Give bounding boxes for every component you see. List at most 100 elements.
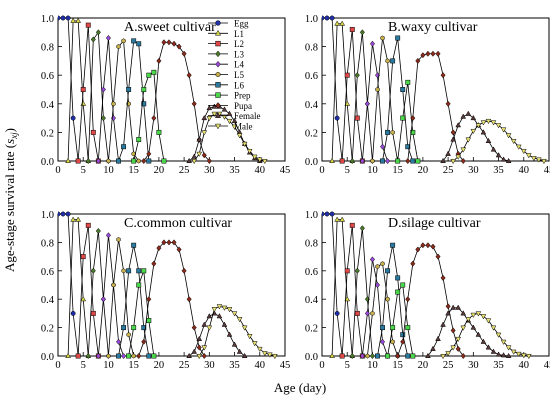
point-egg: [58, 15, 61, 21]
series-line-l2: [77, 25, 99, 162]
y-tick-label: 0.0: [305, 352, 318, 363]
y-tick-label: 0.4: [41, 100, 55, 111]
legend-marker-l1: [214, 29, 222, 36]
point-l4: [385, 157, 391, 165]
y-tick-label: 0.4: [305, 100, 319, 111]
point-egg: [60, 211, 66, 217]
x-tick-label: 45: [544, 360, 550, 371]
series-layer: [58, 15, 268, 165]
point-pupa: [191, 324, 197, 331]
panels: 0 5 10 15 20 25 30 35 40 45 0.0 0.2 0.4 0.6 0.8 1.0 A.sw…: [41, 14, 550, 371]
point-female: [440, 321, 446, 327]
point-male: [236, 133, 243, 139]
legend-label: Female: [234, 111, 261, 121]
point-female: [186, 157, 192, 164]
point-l4: [95, 352, 101, 360]
point-egg: [70, 310, 76, 316]
point-male: [226, 307, 233, 313]
point-female: [231, 117, 238, 123]
legend-marker-l2: [215, 40, 221, 47]
point-male: [261, 158, 268, 165]
point-prep: [395, 158, 401, 164]
point-l5: [116, 44, 121, 50]
point-male: [256, 157, 263, 163]
point-pupa: [440, 274, 446, 281]
point-l6: [146, 353, 152, 359]
point-egg: [70, 115, 76, 121]
x-tick-label: 15: [128, 165, 139, 176]
series-layer: [322, 211, 532, 360]
point-l5: [370, 310, 375, 316]
point-l2: [80, 87, 86, 92]
point-male: [221, 305, 228, 311]
point-prep: [400, 282, 406, 288]
point-l1: [339, 20, 346, 26]
legend-label: Prep: [234, 91, 251, 101]
point-l1: [65, 157, 71, 164]
point-pupa: [425, 242, 431, 249]
point-l6: [126, 268, 132, 274]
legend-entry-l1: L1: [208, 29, 244, 39]
point-l4: [121, 352, 127, 360]
point-female: [475, 331, 482, 337]
point-male: [191, 158, 198, 165]
x-tick-label: 10: [103, 360, 114, 371]
point-pupa: [201, 152, 207, 159]
point-l1: [80, 100, 87, 106]
point-male: [267, 352, 273, 358]
series-line-egg: [322, 17, 343, 162]
series-line-pupa: [397, 244, 464, 357]
point-male: [500, 127, 507, 133]
point-pupa: [410, 260, 416, 267]
x-tick-label: 5: [81, 165, 86, 176]
point-l2: [75, 158, 81, 164]
y-tick-label: 0.6: [41, 71, 54, 82]
legend-label: L3: [234, 49, 244, 59]
point-male: [450, 345, 456, 351]
point-male: [201, 345, 208, 351]
point-male: [470, 312, 477, 318]
point-female: [226, 331, 233, 337]
point-female: [500, 156, 507, 162]
y-axis-label-close: ): [2, 128, 17, 132]
x-tick-label: 10: [367, 165, 378, 176]
point-male: [510, 349, 517, 355]
point-male: [196, 151, 203, 158]
point-pupa: [400, 338, 406, 345]
legend-label: L6: [234, 80, 244, 90]
point-female: [495, 351, 502, 357]
y-tick-label: 0.8: [41, 238, 54, 249]
series-line-l3: [87, 230, 109, 357]
point-l1: [334, 20, 340, 26]
point-l6: [380, 158, 385, 164]
point-l1: [80, 296, 87, 302]
point-male: [475, 123, 482, 129]
point-pupa: [151, 115, 157, 122]
x-tick-label: 40: [255, 360, 266, 371]
x-tick-label: 5: [345, 165, 350, 176]
point-pupa: [460, 352, 466, 360]
point-pupa: [435, 253, 441, 260]
point-l2: [339, 158, 345, 164]
point-male: [246, 148, 253, 155]
point-l6: [136, 41, 142, 47]
point-female: [495, 152, 502, 158]
point-female: [241, 352, 248, 359]
point-l4: [364, 310, 370, 317]
legend-entry-l3: L3: [208, 49, 244, 59]
legend-label: Pupa: [234, 101, 252, 111]
y-tick-label: 1.0: [41, 14, 54, 25]
point-l2: [349, 222, 355, 228]
point-male: [470, 128, 477, 135]
point-l5: [111, 282, 116, 288]
point-prep: [151, 69, 157, 75]
point-prep: [400, 115, 406, 121]
x-tick-label: 35: [229, 165, 240, 176]
point-l5: [390, 339, 395, 345]
point-female: [450, 304, 456, 310]
point-male: [246, 334, 253, 340]
series-line-prep: [133, 71, 165, 162]
point-prep: [410, 129, 416, 135]
point-l5: [365, 353, 370, 359]
